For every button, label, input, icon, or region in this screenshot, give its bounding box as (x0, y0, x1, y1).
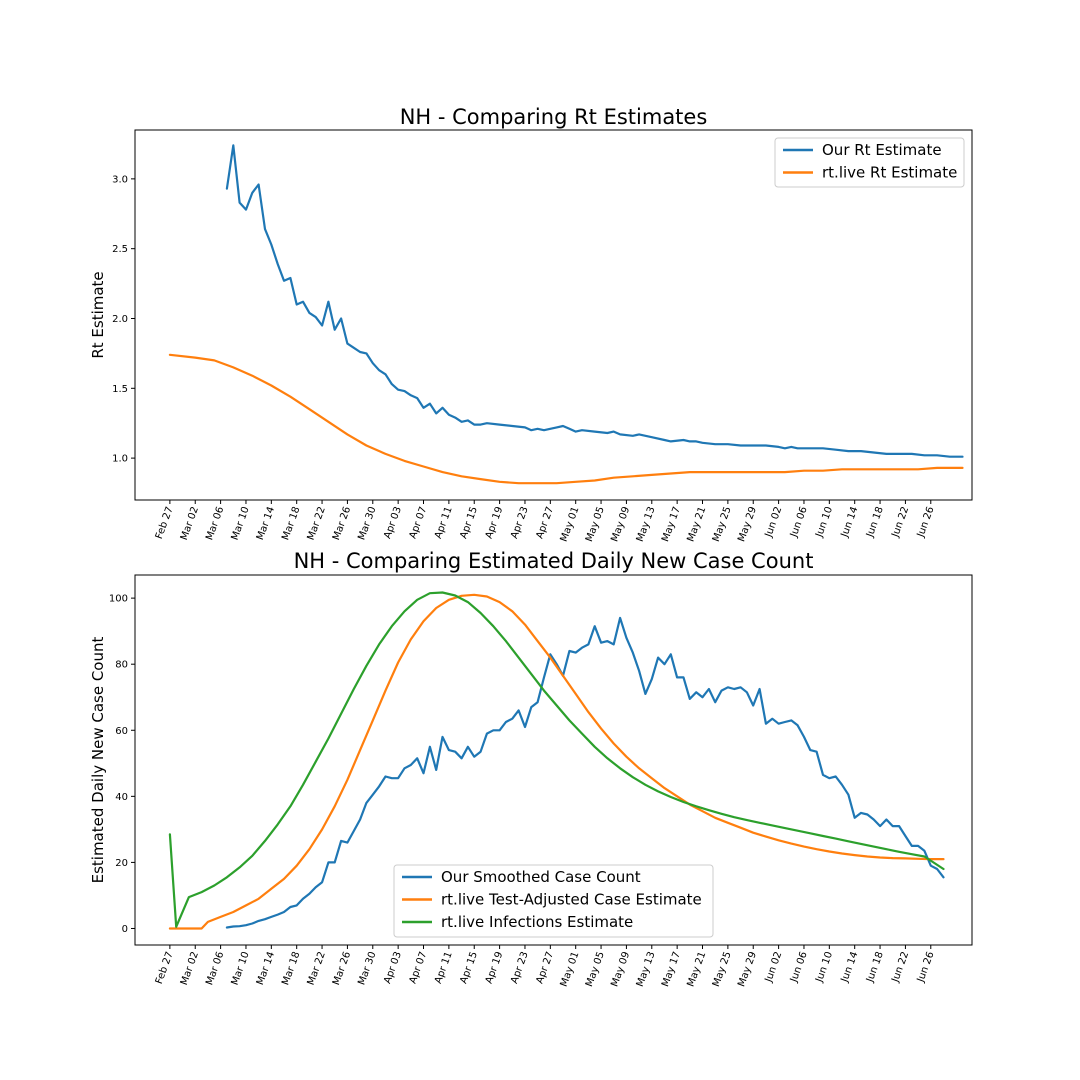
series-line-1 (225, 616, 945, 929)
x-tick-label: Mar 30 (356, 505, 378, 541)
x-tick-label: Jun 18 (864, 505, 885, 539)
legend: Our Smoothed Case Count rt.live Test-Adju… (393, 864, 714, 938)
x-tick-label: Mar 18 (280, 505, 302, 541)
y-tick-label: 3.0 (112, 174, 128, 185)
x-tick-label: May 21 (685, 950, 708, 988)
y-tick-label: 100 (109, 594, 128, 605)
y-tick-label: 2.5 (112, 244, 128, 255)
y-tick-label: 80 (115, 660, 128, 671)
x-tick-label: May 01 (559, 505, 582, 543)
x-tick-label: Mar 02 (179, 505, 201, 541)
x-tick-label: Feb 27 (154, 950, 176, 985)
x-tick-label: Jun 14 (839, 505, 860, 539)
x-tick-label: Mar 06 (204, 950, 226, 986)
x-tick-label: May 09 (609, 505, 632, 543)
legend-label: rt.live Test-Adjusted Case Estimate (441, 891, 702, 909)
x-tick-label: May 29 (736, 950, 759, 988)
y-tick-label: 1.0 (112, 454, 128, 465)
x-tick-label: Jun 10 (814, 505, 835, 539)
x-tick-label: Mar 22 (306, 950, 328, 986)
x-tick-label: Apr 19 (484, 950, 506, 985)
x-tick-label: Mar 26 (331, 505, 353, 541)
y-axis-label: Estimated Daily New Case Count (89, 636, 107, 883)
y-tick-label: 40 (115, 792, 128, 803)
legend-label: Our Rt Estimate (822, 141, 942, 159)
x-tick-label: Feb 27 (154, 505, 176, 540)
x-tick-label: Mar 14 (255, 950, 277, 986)
x-tick-label: Apr 03 (382, 950, 404, 985)
x-tick-label: Jun 18 (864, 950, 885, 984)
x-tick-label: Apr 27 (534, 505, 556, 540)
x-tick-label: Mar 26 (331, 950, 353, 986)
x-tick-label: May 17 (660, 950, 683, 988)
x-tick-label: May 21 (685, 505, 708, 543)
x-tick-label: Mar 30 (356, 950, 378, 986)
x-tick-label: Apr 23 (509, 950, 531, 985)
plot-frame (134, 574, 973, 946)
legend-label: rt.live Infections Estimate (441, 913, 633, 931)
series-line-2 (168, 593, 945, 930)
x-tick-label: Apr 19 (484, 505, 506, 540)
x-tick-label: May 13 (635, 950, 658, 988)
x-tick-label: Jun 02 (763, 950, 784, 984)
x-tick-label: Jun 26 (915, 950, 936, 984)
legend-label: Our Smoothed Case Count (441, 868, 641, 886)
y-tick-label: 2.0 (112, 314, 128, 325)
x-tick-label: Apr 07 (408, 505, 430, 540)
legend-box (774, 137, 965, 188)
series-line-2 (168, 353, 964, 485)
chart-title: NH - Comparing Rt Estimates (400, 105, 708, 129)
x-tick-label: Apr 11 (433, 950, 455, 985)
x-tick-label: Jun 22 (890, 505, 911, 539)
x-tick-label: Jun 10 (814, 950, 835, 984)
x-tick-label: Jun 06 (788, 505, 809, 539)
x-tick-label: May 29 (736, 505, 759, 543)
x-tick-label: May 13 (635, 505, 658, 543)
series-lines (168, 591, 945, 930)
x-tick-label: May 05 (584, 505, 607, 543)
x-tick-label: Mar 02 (179, 950, 201, 986)
x-tick-label: May 25 (711, 505, 734, 543)
x-tick-label: May 05 (584, 950, 607, 988)
series-line-1 (225, 144, 964, 458)
series-line-3 (168, 591, 945, 928)
y-tick-label: 20 (115, 858, 128, 869)
y-tick-label: 60 (115, 726, 128, 737)
y-axis-label: Rt Estimate (89, 271, 107, 358)
x-tick-label: Mar 10 (230, 950, 252, 986)
x-tick-label: May 17 (660, 505, 683, 543)
x-tick-label: Mar 22 (306, 505, 328, 541)
x-tick-label: Mar 18 (280, 950, 302, 986)
x-tick-label: Apr 15 (458, 505, 480, 540)
chart-title: NH - Comparing Estimated Daily New Case … (294, 549, 814, 573)
x-tick-label: Apr 23 (509, 505, 531, 540)
x-tick-label: Mar 06 (204, 505, 226, 541)
y-tick-label: 1.5 (112, 384, 128, 395)
x-tick-label: May 09 (609, 950, 632, 988)
x-tick-label: Jun 26 (915, 505, 936, 539)
y-tick-label: 0 (122, 924, 128, 935)
series-lines (168, 144, 964, 485)
x-tick-label: Jun 22 (890, 950, 911, 984)
x-tick-label: Mar 10 (230, 505, 252, 541)
x-tick-label: Jun 06 (788, 950, 809, 984)
plot-frame (134, 129, 973, 501)
x-tick-label: Apr 07 (408, 950, 430, 985)
legend-label: rt.live Rt Estimate (822, 164, 957, 182)
x-tick-label: May 25 (711, 950, 734, 988)
x-tick-label: Apr 27 (534, 950, 556, 985)
legend-box (393, 864, 714, 938)
x-tick-label: Jun 02 (763, 505, 784, 539)
x-tick-label: Jun 14 (839, 950, 860, 984)
x-tick-label: Apr 03 (382, 505, 404, 540)
x-tick-label: May 01 (559, 950, 582, 988)
x-tick-label: Mar 14 (255, 505, 277, 541)
legend: Our Rt Estimate rt.live Rt Estimate (774, 137, 965, 188)
x-tick-label: Apr 15 (458, 950, 480, 985)
x-tick-label: Apr 11 (433, 505, 455, 540)
